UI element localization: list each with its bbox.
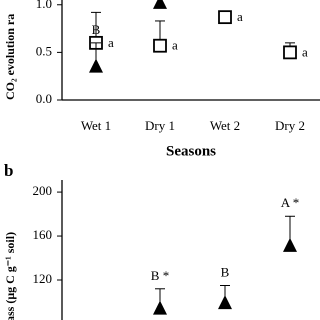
significance-label: a [172,38,178,53]
significance-label: a [237,9,243,24]
y-tick-label: 120 [33,271,53,286]
triangle-marker [89,58,103,73]
significance-label: B [221,264,230,279]
triangle-marker [153,0,167,9]
y-tick-label: 0.0 [36,91,52,106]
y-axis-title: CO₂ evolution ra [3,14,17,100]
y-axis-title: mass (μg C g⁻¹ soil) [3,232,17,320]
x-tick-label: Wet 2 [210,118,240,133]
x-axis-title: Seasons [166,143,216,159]
square-marker [218,10,232,25]
significance-label: a [108,35,114,50]
significance-label: B [92,22,101,37]
square-marker [283,45,297,60]
y-tick-label: 0.5 [36,43,52,58]
triangle-marker [283,237,297,252]
y-tick-label: 160 [33,227,53,242]
significance-label: a [302,44,308,59]
y-tick-label: 1.0 [36,0,52,11]
panel-label: b [4,161,13,180]
x-tick-label: Wet 1 [81,118,111,133]
square-marker [153,38,167,53]
y-tick-label: 200 [33,183,53,198]
x-tick-label: Dry 2 [275,118,305,133]
x-tick-label: Dry 1 [145,118,175,133]
triangle-marker [153,300,167,315]
significance-label: A * [281,195,299,210]
triangle-marker [218,295,232,310]
significance-label: B * [151,268,169,283]
